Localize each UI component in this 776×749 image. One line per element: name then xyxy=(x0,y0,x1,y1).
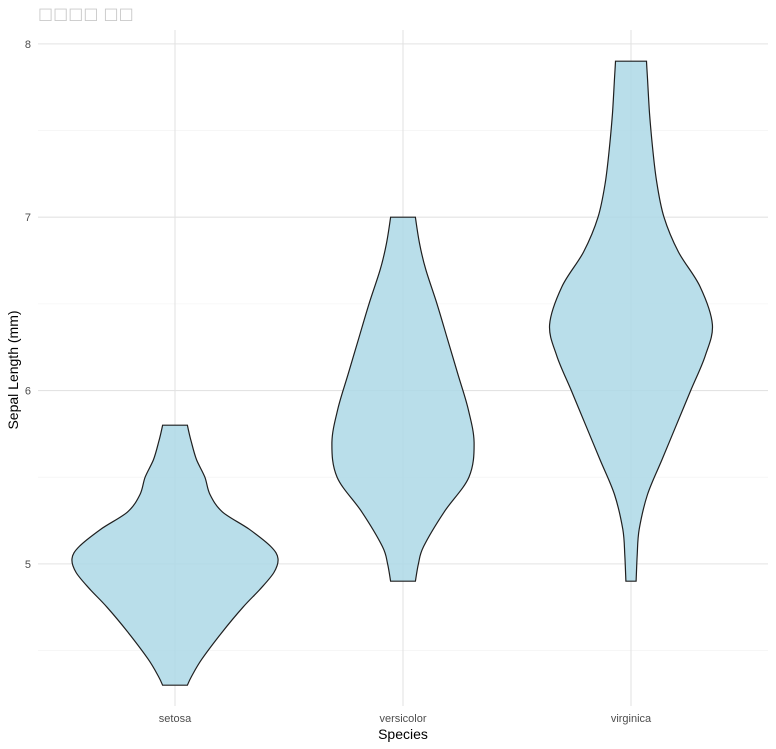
y-tick-label-8: 8 xyxy=(25,39,31,51)
x-axis-title: Species xyxy=(378,726,428,742)
violin-versicolor xyxy=(331,216,475,582)
x-tick-label-setosa: setosa xyxy=(159,713,192,725)
y-axis-title: Sepal Length (mm) xyxy=(5,310,21,429)
y-tick-label-6: 6 xyxy=(25,386,31,398)
y-tick-label-5: 5 xyxy=(25,559,31,571)
x-tick-label-virginica: virginica xyxy=(611,713,652,725)
chart-title: □□□□ □□ xyxy=(38,4,134,23)
axis-ticks: 5 6 7 8 setosa versicolor virginica xyxy=(25,39,652,725)
violin-virginica xyxy=(548,60,714,582)
y-tick-label-7: 7 xyxy=(25,212,31,224)
x-tick-label-versicolor: versicolor xyxy=(379,713,426,725)
violin-setosa xyxy=(71,424,279,686)
violins xyxy=(71,60,714,686)
